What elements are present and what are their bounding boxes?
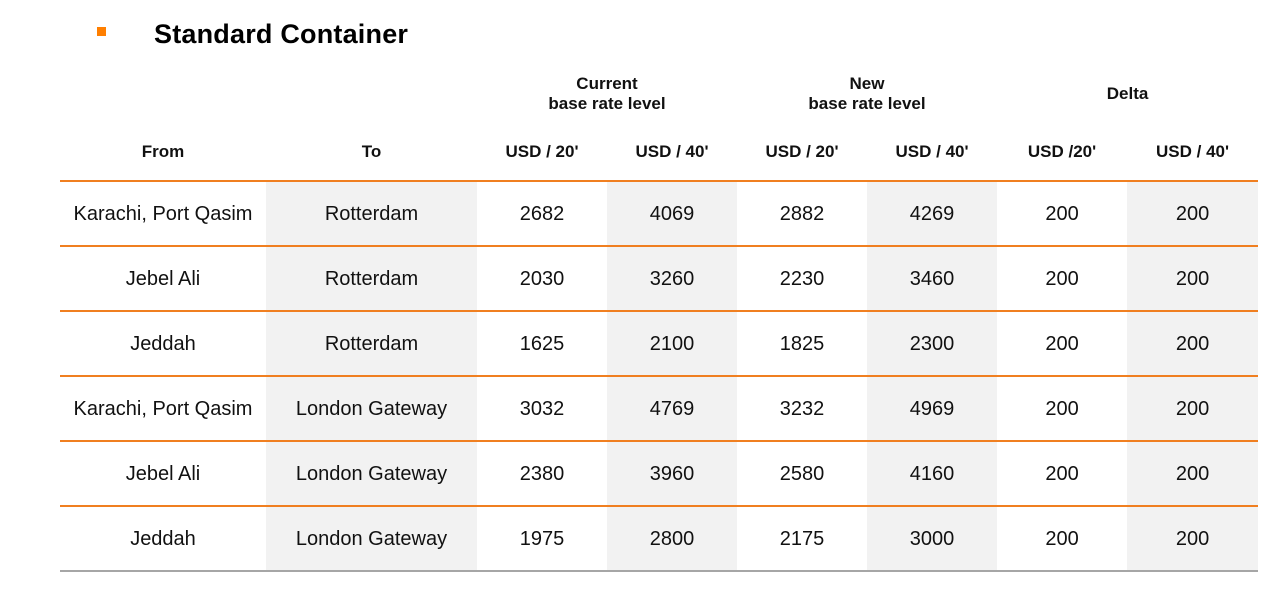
cell-delta-usd-40: 200 [1127,180,1259,246]
cell-new-usd-20: 2580 [737,440,868,506]
cell-to: London Gateway [266,375,477,441]
table-row: Jeddah London Gateway 1975 2800 2175 300… [60,505,1259,572]
cell-new-usd-20: 2882 [737,180,868,246]
cell-current-usd-40: 4769 [607,375,738,441]
cell-current-usd-40: 4069 [607,180,738,246]
header-delta: Delta [997,65,1258,123]
cell-delta-usd-20: 200 [997,440,1128,506]
header-new-base-rate: New base rate level [737,65,997,123]
cell-current-usd-20: 1975 [477,505,607,572]
cell-current-usd-20: 3032 [477,375,607,441]
cell-to: London Gateway [266,505,477,572]
cell-current-usd-40: 3260 [607,245,738,311]
cell-current-usd-20: 2380 [477,440,607,506]
header-current-base-rate: Current base rate level [477,65,737,123]
empty-header-cell [60,65,266,123]
cell-new-usd-20: 1825 [737,310,868,376]
cell-new-usd-40: 3460 [867,245,998,311]
header-new-line1: New [849,74,885,93]
cell-delta-usd-20: 200 [997,375,1128,441]
cell-to: London Gateway [266,440,477,506]
header-delta-label: Delta [1106,84,1149,103]
cell-from: Jeddah [60,310,266,376]
col-header-current-usd-40: USD / 40' [635,141,709,161]
table-row: Karachi, Port Qasim Rotterdam 2682 4069 … [60,180,1259,246]
cell-new-usd-20: 2175 [737,505,868,572]
table-row: Jeddah Rotterdam 1625 2100 1825 2300 200… [60,310,1259,376]
col-header-delta-usd-40: USD / 40' [1156,141,1230,161]
cell-delta-usd-40: 200 [1127,440,1259,506]
col-header-new-usd-40: USD / 40' [895,141,969,161]
cell-from: Karachi, Port Qasim [60,375,266,441]
cell-new-usd-40: 2300 [867,310,998,376]
cell-delta-usd-20: 200 [997,245,1128,311]
orange-square-bullet-icon [97,26,106,36]
cell-delta-usd-40: 200 [1127,375,1259,441]
cell-current-usd-40: 2800 [607,505,738,572]
title-row: Standard Container [97,14,408,54]
cell-new-usd-20: 2230 [737,245,868,311]
cell-new-usd-40: 4160 [867,440,998,506]
cell-current-usd-20: 2682 [477,180,607,246]
col-header-new-usd-20: USD / 20' [765,141,839,161]
empty-header-cell [266,65,477,123]
cell-current-usd-20: 1625 [477,310,607,376]
cell-to: Rotterdam [266,310,477,376]
page-title: Standard Container [154,18,409,49]
cell-to: Rotterdam [266,245,477,311]
cell-current-usd-40: 2100 [607,310,738,376]
header-current-line2: base rate level [548,94,666,113]
cell-from: Karachi, Port Qasim [60,180,266,246]
cell-from: Jeddah [60,505,266,572]
cell-new-usd-20: 3232 [737,375,868,441]
cell-from: Jebel Ali [60,245,266,311]
cell-delta-usd-40: 200 [1127,245,1259,311]
header-new-line2: base rate level [808,94,926,113]
cell-current-usd-20: 2030 [477,245,607,311]
cell-to: Rotterdam [266,180,477,246]
col-header-to: To [361,141,382,161]
cell-delta-usd-20: 200 [997,310,1128,376]
column-header-row: From To USD / 20' USD / 40' USD / 20' US… [60,123,1258,181]
cell-delta-usd-20: 200 [997,180,1128,246]
rates-table: Current base rate level New base rate le… [60,65,1259,572]
cell-current-usd-40: 3960 [607,440,738,506]
cell-new-usd-40: 4269 [867,180,998,246]
col-header-current-usd-20: USD / 20' [505,141,579,161]
cell-delta-usd-40: 200 [1127,310,1259,376]
cell-new-usd-40: 3000 [867,505,998,572]
cell-from: Jebel Ali [60,440,266,506]
table-row: Karachi, Port Qasim London Gateway 3032 … [60,375,1259,441]
cell-delta-usd-20: 200 [997,505,1128,572]
table-row: Jebel Ali Rotterdam 2030 3260 2230 3460 … [60,245,1259,311]
cell-delta-usd-40: 200 [1127,505,1259,572]
col-header-from: From [141,141,185,161]
col-header-delta-usd-20: USD /20' [1027,141,1097,161]
table-row: Jebel Ali London Gateway 2380 3960 2580 … [60,440,1259,506]
cell-new-usd-40: 4969 [867,375,998,441]
group-header-row: Current base rate level New base rate le… [60,65,1258,123]
header-current-line1: Current [576,74,638,93]
